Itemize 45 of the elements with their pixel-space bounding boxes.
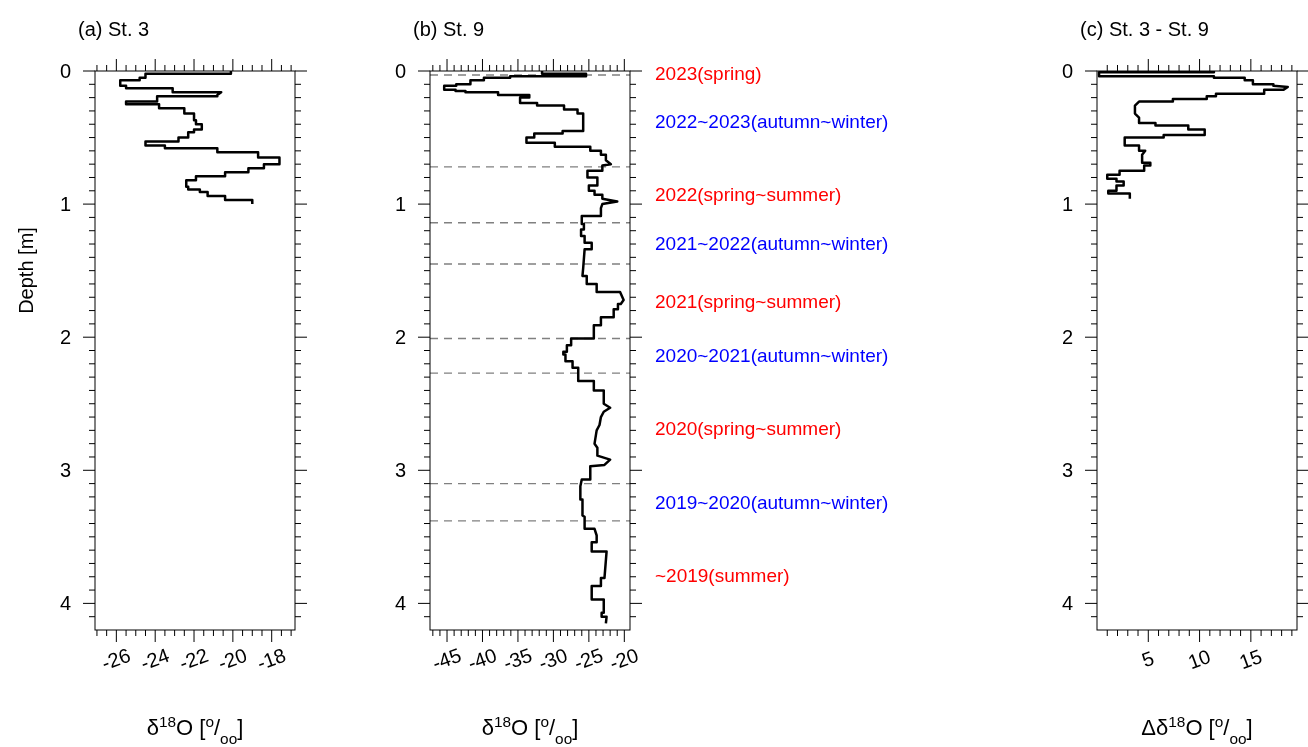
x-tick-label: -25 xyxy=(571,643,606,675)
x-tick-label: -22 xyxy=(176,643,212,675)
x-tick-label: -35 xyxy=(500,643,535,675)
x-axis-title: δ$^{18}$O [$^{o}$/$_{oo}$] xyxy=(481,712,579,747)
chart-title: (c) St. 3 - St. 9 xyxy=(1080,18,1209,40)
text: 2019~2020(autumn~winter) xyxy=(655,491,889,513)
x-axis-title: δ$^{18}$O [$^{o}$/$_{oo}$] xyxy=(146,712,244,747)
text: 2020(spring~summer) xyxy=(655,418,842,440)
y-tick-label: 2 xyxy=(1061,326,1073,349)
x-tick-label: 15 xyxy=(1236,644,1265,674)
chart-title: (a) St. 3 xyxy=(78,18,150,40)
y-tick-label: 1 xyxy=(394,193,406,216)
x-tick-label: -18 xyxy=(254,643,289,675)
y-tick-label: 2 xyxy=(59,326,71,349)
y-tick-label: 1 xyxy=(59,193,71,216)
x-tick-label: -24 xyxy=(137,643,173,675)
text: 2021(spring~summer) xyxy=(655,290,842,312)
y-tick-label: 4 xyxy=(394,592,406,615)
text: 2021~2022(autumn~winter) xyxy=(655,233,889,255)
text: 2022~2023(autumn~winter) xyxy=(655,110,889,132)
y-tick-label: 3 xyxy=(1061,459,1073,482)
x-tick-label: -20 xyxy=(215,643,250,675)
x-tick-label: -30 xyxy=(535,643,571,675)
y-tick-label: 0 xyxy=(1061,60,1073,82)
text: ~2019(summer) xyxy=(655,565,790,587)
y-tick-label: 4 xyxy=(1061,592,1073,615)
y-tick-label: 3 xyxy=(59,459,71,482)
x-tick-label: 5 xyxy=(1138,646,1157,672)
x-tick-label: 10 xyxy=(1185,644,1214,674)
text: 2020~2021(autumn~winter) xyxy=(655,345,889,367)
y-tick-label: 2 xyxy=(394,326,406,349)
y-tick-label: 3 xyxy=(394,459,406,482)
x-axis-title: Δδ$^{18}$O [$^{o}$/$_{oo}$] xyxy=(1141,712,1253,747)
x-tick-label: -40 xyxy=(464,643,500,675)
y-tick-label: 4 xyxy=(59,592,71,615)
text: 2023(spring) xyxy=(655,62,762,84)
x-tick-label: -45 xyxy=(429,643,465,675)
x-tick-label: -20 xyxy=(606,643,642,675)
chart-title: (b) St. 9 xyxy=(413,18,485,40)
y-tick-label: 1 xyxy=(1061,193,1073,216)
y-tick-label: 0 xyxy=(394,60,406,82)
x-tick-label: -26 xyxy=(98,643,134,675)
text: 2022(spring~summer) xyxy=(655,184,842,206)
y-axis-title: Depth [m] xyxy=(15,227,37,314)
y-tick-label: 0 xyxy=(59,60,71,82)
